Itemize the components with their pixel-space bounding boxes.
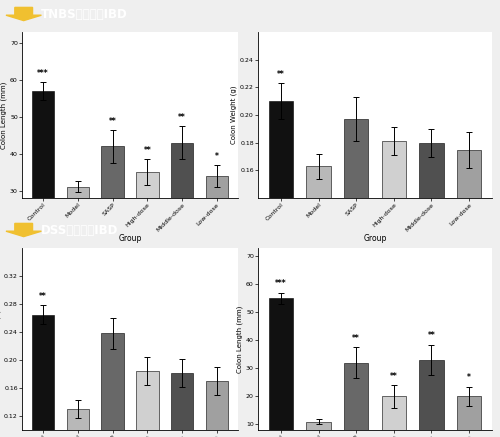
Text: ***: *** bbox=[38, 69, 49, 78]
Bar bbox=[382, 396, 406, 437]
Bar bbox=[306, 166, 331, 392]
Text: **: ** bbox=[352, 334, 360, 343]
Text: **: ** bbox=[277, 70, 284, 79]
Bar bbox=[66, 187, 89, 301]
Polygon shape bbox=[6, 223, 42, 236]
Bar bbox=[206, 176, 228, 301]
Y-axis label: Colon Weight (g): Colon Weight (g) bbox=[230, 86, 237, 144]
Bar bbox=[457, 396, 481, 437]
Bar bbox=[344, 363, 368, 437]
Bar bbox=[268, 101, 293, 392]
Text: **: ** bbox=[144, 146, 152, 155]
Y-axis label: Colon Length (mm): Colon Length (mm) bbox=[0, 81, 7, 149]
Bar bbox=[344, 119, 368, 392]
Text: **: ** bbox=[108, 117, 116, 125]
X-axis label: Group: Group bbox=[364, 234, 386, 243]
Bar bbox=[136, 371, 158, 437]
Text: **: ** bbox=[39, 292, 47, 301]
Text: ***: *** bbox=[275, 279, 286, 288]
Bar bbox=[171, 373, 194, 437]
Text: TNBS诱导大鼠IBD: TNBS诱导大鼠IBD bbox=[41, 7, 128, 21]
Bar bbox=[32, 315, 54, 437]
Bar bbox=[382, 141, 406, 392]
Bar bbox=[419, 142, 444, 392]
Bar bbox=[306, 422, 331, 437]
Polygon shape bbox=[6, 7, 42, 21]
X-axis label: Group: Group bbox=[118, 234, 142, 243]
Bar bbox=[102, 333, 124, 437]
Bar bbox=[419, 360, 444, 437]
Bar bbox=[66, 409, 89, 437]
Text: *: * bbox=[467, 373, 471, 382]
Bar bbox=[32, 91, 54, 301]
Bar bbox=[457, 149, 481, 392]
Bar bbox=[102, 146, 124, 301]
Bar bbox=[171, 142, 194, 301]
Bar bbox=[206, 381, 228, 437]
Y-axis label: Colon Weight (g): Colon Weight (g) bbox=[0, 310, 1, 368]
Y-axis label: Colon Length (mm): Colon Length (mm) bbox=[236, 305, 243, 373]
Bar bbox=[268, 298, 293, 437]
Text: *: * bbox=[215, 152, 219, 161]
Text: **: ** bbox=[428, 331, 436, 340]
Text: DSS诱导小鼠IBD: DSS诱导小鼠IBD bbox=[41, 223, 118, 236]
Text: **: ** bbox=[390, 371, 398, 381]
Bar bbox=[136, 172, 158, 301]
Text: **: ** bbox=[178, 113, 186, 122]
